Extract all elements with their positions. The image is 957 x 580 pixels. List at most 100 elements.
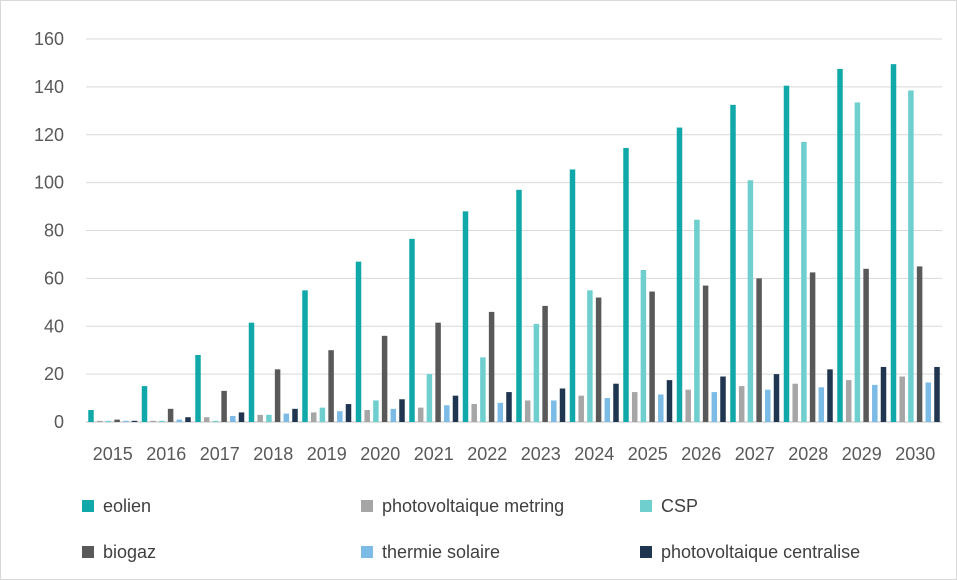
bar-thermie-solaire-2019 <box>337 411 343 422</box>
bar-photovoltaique-metring-2021 <box>417 407 424 422</box>
bar-photovoltaique-metring-2017 <box>203 417 210 422</box>
legend-item: biogaz <box>82 542 156 562</box>
bar-thermie-solaire-2021 <box>444 405 450 422</box>
bar-photovoltaique-centralise-2024 <box>613 383 619 422</box>
y-tick-label: 40 <box>44 316 64 336</box>
bar-CSP-2017 <box>212 420 219 422</box>
x-tick-label: 2022 <box>467 444 507 464</box>
bar-eolien-2017 <box>195 354 201 422</box>
gridlines <box>86 38 942 423</box>
x-tick-label: 2018 <box>253 444 293 464</box>
bar-eolien-2028 <box>783 85 790 422</box>
bar-photovoltaique-metring-2025 <box>631 392 638 422</box>
bar-photovoltaique-centralise-2021 <box>452 395 459 422</box>
bar-photovoltaique-metring-2030 <box>899 376 905 422</box>
bar-biogaz-2029 <box>863 268 869 422</box>
bar-photovoltaique-metring-2015 <box>96 420 103 422</box>
x-tick-label: 2021 <box>414 444 454 464</box>
bar-biogaz-2027 <box>756 278 762 422</box>
x-tick-label: 2028 <box>788 444 828 464</box>
bar-eolien-2029 <box>837 68 843 422</box>
bar-eolien-2020 <box>355 261 362 422</box>
bar-photovoltaique-metring-2027 <box>738 386 745 422</box>
bar-eolien-2026 <box>676 127 683 422</box>
legend-swatch <box>361 500 373 512</box>
bar-thermie-solaire-2015 <box>123 420 129 422</box>
y-axis-tick-labels: 0 20 40 60 80 100 120 140 160 <box>34 29 64 432</box>
bar-biogaz-2022 <box>488 311 495 422</box>
bar-CSP-2020 <box>373 400 379 422</box>
x-tick-label: 2016 <box>146 444 186 464</box>
bar-photovoltaique-metring-2022 <box>471 404 477 422</box>
bar-CSP-2019 <box>319 407 326 422</box>
x-tick-label: 2024 <box>574 444 614 464</box>
legend-item: thermie solaire <box>361 542 500 562</box>
bar-thermie-solaire-2028 <box>818 387 825 422</box>
legend-swatch <box>640 500 652 512</box>
bar-biogaz-2023 <box>542 305 548 422</box>
legend-label: thermie solaire <box>382 542 500 562</box>
bar-photovoltaique-centralise-2019 <box>345 404 352 422</box>
bar-eolien-2025 <box>623 147 629 422</box>
bar-eolien-2030 <box>890 64 897 423</box>
bar-thermie-solaire-2023 <box>551 400 557 422</box>
bar-CSP-2018 <box>266 414 272 422</box>
bar-photovoltaique-centralise-2026 <box>720 376 726 422</box>
legend-label: photovoltaique centralise <box>661 542 860 562</box>
legend-label: CSP <box>661 496 698 516</box>
legend: eolien photovoltaique metring CSP biogaz the… <box>82 496 860 562</box>
y-tick-label: 100 <box>34 173 64 193</box>
legend-label: photovoltaique metring <box>382 496 564 516</box>
x-tick-label: 2026 <box>681 444 721 464</box>
bar-thermie-solaire-2025 <box>658 394 664 422</box>
y-tick-label: 20 <box>44 364 64 384</box>
x-tick-label: 2030 <box>895 444 935 464</box>
bar-CSP-2029 <box>854 102 861 422</box>
x-tick-label: 2017 <box>200 444 240 464</box>
legend-item: CSP <box>640 496 698 516</box>
bar-biogaz-2030 <box>916 266 923 422</box>
bars <box>88 64 940 423</box>
bar-thermie-solaire-2016 <box>176 419 183 422</box>
bar-eolien-2019 <box>302 290 308 422</box>
bar-photovoltaique-centralise-2028 <box>827 369 833 422</box>
bar-photovoltaique-centralise-2017 <box>238 412 245 422</box>
bar-photovoltaique-centralise-2027 <box>773 374 780 422</box>
bar-photovoltaique-centralise-2015 <box>131 420 138 422</box>
y-tick-label: 80 <box>44 221 64 241</box>
bar-photovoltaique-metring-2029 <box>845 380 852 422</box>
legend-item: photovoltaique metring <box>361 496 564 516</box>
bar-thermie-solaire-2017 <box>230 416 236 422</box>
bar-photovoltaique-centralise-2023 <box>559 388 566 422</box>
bar-thermie-solaire-2024 <box>604 398 611 422</box>
bar-CSP-2026 <box>694 219 700 422</box>
legend-label: eolien <box>103 496 151 516</box>
bar-CSP-2024 <box>587 290 593 422</box>
bar-photovoltaique-centralise-2018 <box>292 408 298 422</box>
bar-thermie-solaire-2027 <box>765 389 771 422</box>
bar-CSP-2028 <box>801 141 807 422</box>
bar-thermie-solaire-2022 <box>497 402 504 422</box>
x-tick-label: 2015 <box>93 444 133 464</box>
legend-item: eolien <box>82 496 151 516</box>
legend-item: photovoltaique centralise <box>640 542 860 562</box>
bar-eolien-2022 <box>462 211 469 422</box>
x-tick-label: 2020 <box>360 444 400 464</box>
bar-biogaz-2016 <box>167 408 174 422</box>
bar-biogaz-2025 <box>649 291 655 422</box>
bar-photovoltaique-centralise-2030 <box>934 366 940 422</box>
x-tick-label: 2029 <box>842 444 882 464</box>
bar-photovoltaique-centralise-2020 <box>399 399 405 422</box>
bar-thermie-solaire-2029 <box>872 384 878 422</box>
bar-biogaz-2019 <box>328 350 334 422</box>
legend-swatch <box>82 546 94 558</box>
bar-CSP-2025 <box>640 269 647 422</box>
x-tick-label: 2019 <box>307 444 347 464</box>
bar-biogaz-2018 <box>274 369 281 422</box>
bar-photovoltaique-centralise-2022 <box>506 392 512 422</box>
x-tick-label: 2025 <box>628 444 668 464</box>
bar-biogaz-2026 <box>702 285 709 422</box>
legend-label: biogaz <box>103 542 156 562</box>
bar-eolien-2023 <box>516 189 522 422</box>
